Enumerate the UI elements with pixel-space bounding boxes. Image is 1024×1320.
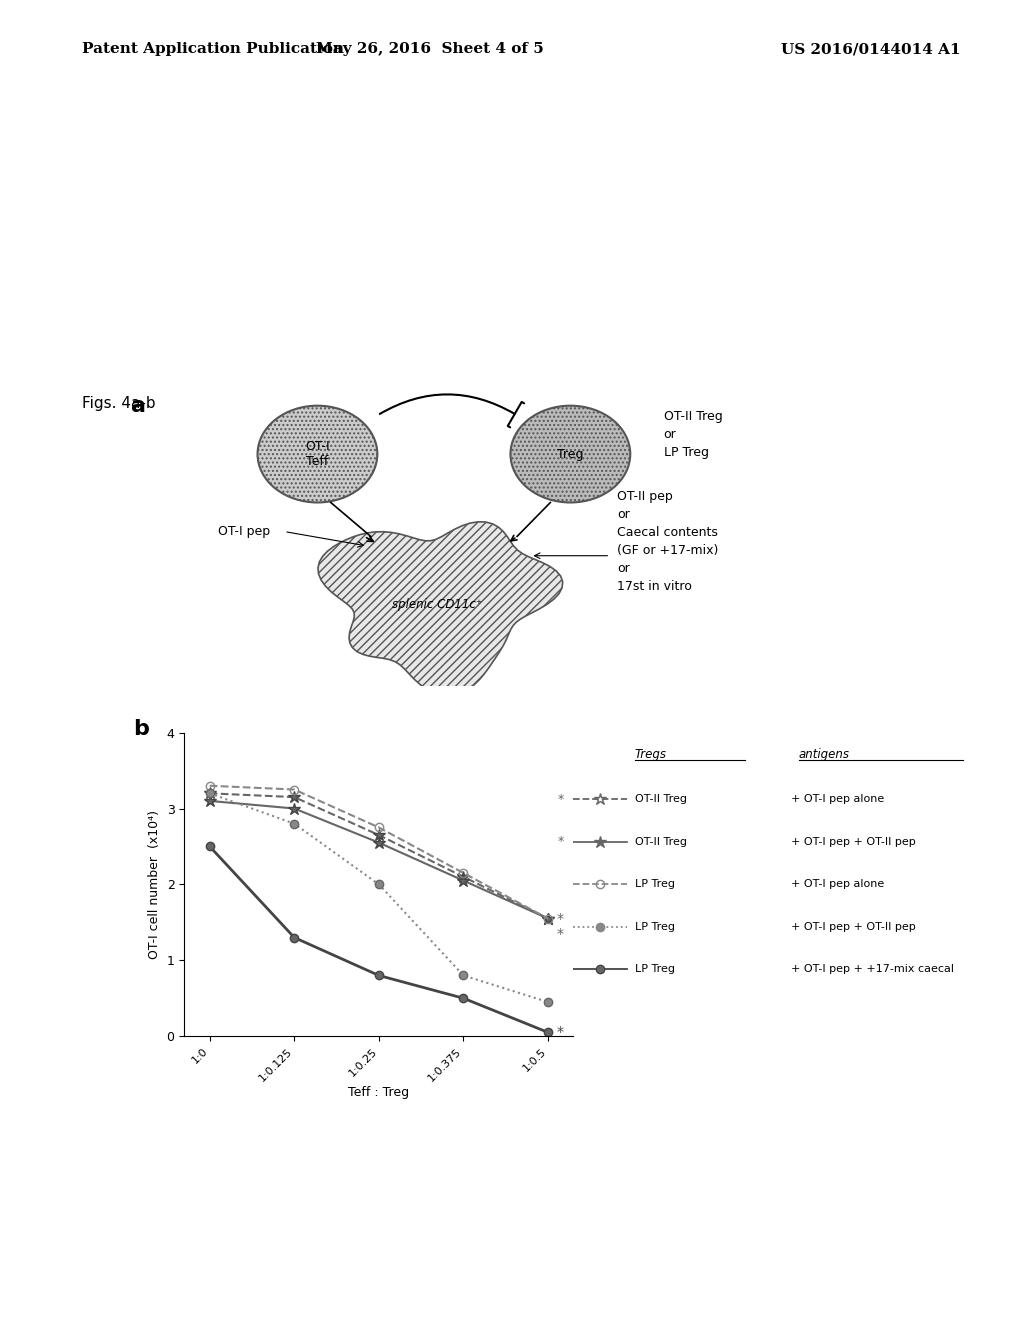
- Text: + OT-I pep alone: + OT-I pep alone: [791, 795, 884, 804]
- Text: + OT-I pep + OT-II pep: + OT-I pep + OT-II pep: [791, 921, 915, 932]
- Text: LP Treg: LP Treg: [635, 921, 675, 932]
- Text: LP Treg: LP Treg: [635, 879, 675, 890]
- Text: *: *: [556, 927, 563, 941]
- Text: US 2016/0144014 A1: US 2016/0144014 A1: [780, 42, 961, 57]
- Text: OT-I pep: OT-I pep: [217, 525, 269, 539]
- Text: + OT-I pep alone: + OT-I pep alone: [791, 879, 884, 890]
- Text: OT-II Treg
or
LP Treg: OT-II Treg or LP Treg: [664, 411, 722, 459]
- Text: *: *: [556, 1026, 563, 1039]
- Ellipse shape: [511, 405, 631, 503]
- Text: + OT-I pep + +17-mix caecal: + OT-I pep + +17-mix caecal: [791, 965, 953, 974]
- Ellipse shape: [258, 405, 378, 503]
- Text: *: *: [558, 836, 564, 849]
- X-axis label: Teff : Treg: Teff : Treg: [348, 1086, 410, 1098]
- Text: b: b: [133, 719, 150, 739]
- Text: Patent Application Publication: Patent Application Publication: [82, 42, 344, 57]
- Text: *: *: [558, 793, 564, 807]
- Text: LP Treg: LP Treg: [635, 965, 675, 974]
- Text: OT-II pep
or
Caecal contents
(GF or +17-mix)
or
17st in vitro: OT-II pep or Caecal contents (GF or +17-…: [616, 490, 718, 593]
- Text: a: a: [131, 396, 146, 416]
- Text: OT-I
Teff: OT-I Teff: [305, 440, 330, 469]
- Text: May 26, 2016  Sheet 4 of 5: May 26, 2016 Sheet 4 of 5: [316, 42, 544, 57]
- Text: Tregs: Tregs: [635, 747, 667, 760]
- Text: + OT-I pep + OT-II pep: + OT-I pep + OT-II pep: [791, 837, 915, 847]
- Text: *: *: [556, 912, 563, 925]
- Text: OT-II Treg: OT-II Treg: [635, 795, 687, 804]
- Text: Treg: Treg: [557, 447, 584, 461]
- Y-axis label: OT-I cell number  (x10⁴): OT-I cell number (x10⁴): [148, 810, 161, 958]
- Polygon shape: [318, 521, 563, 694]
- Text: splenic CD11c⁺: splenic CD11c⁺: [392, 598, 482, 611]
- Text: OT-II Treg: OT-II Treg: [635, 837, 687, 847]
- Text: Figs. 4a-b: Figs. 4a-b: [82, 396, 156, 411]
- Text: antigens: antigens: [799, 747, 850, 760]
